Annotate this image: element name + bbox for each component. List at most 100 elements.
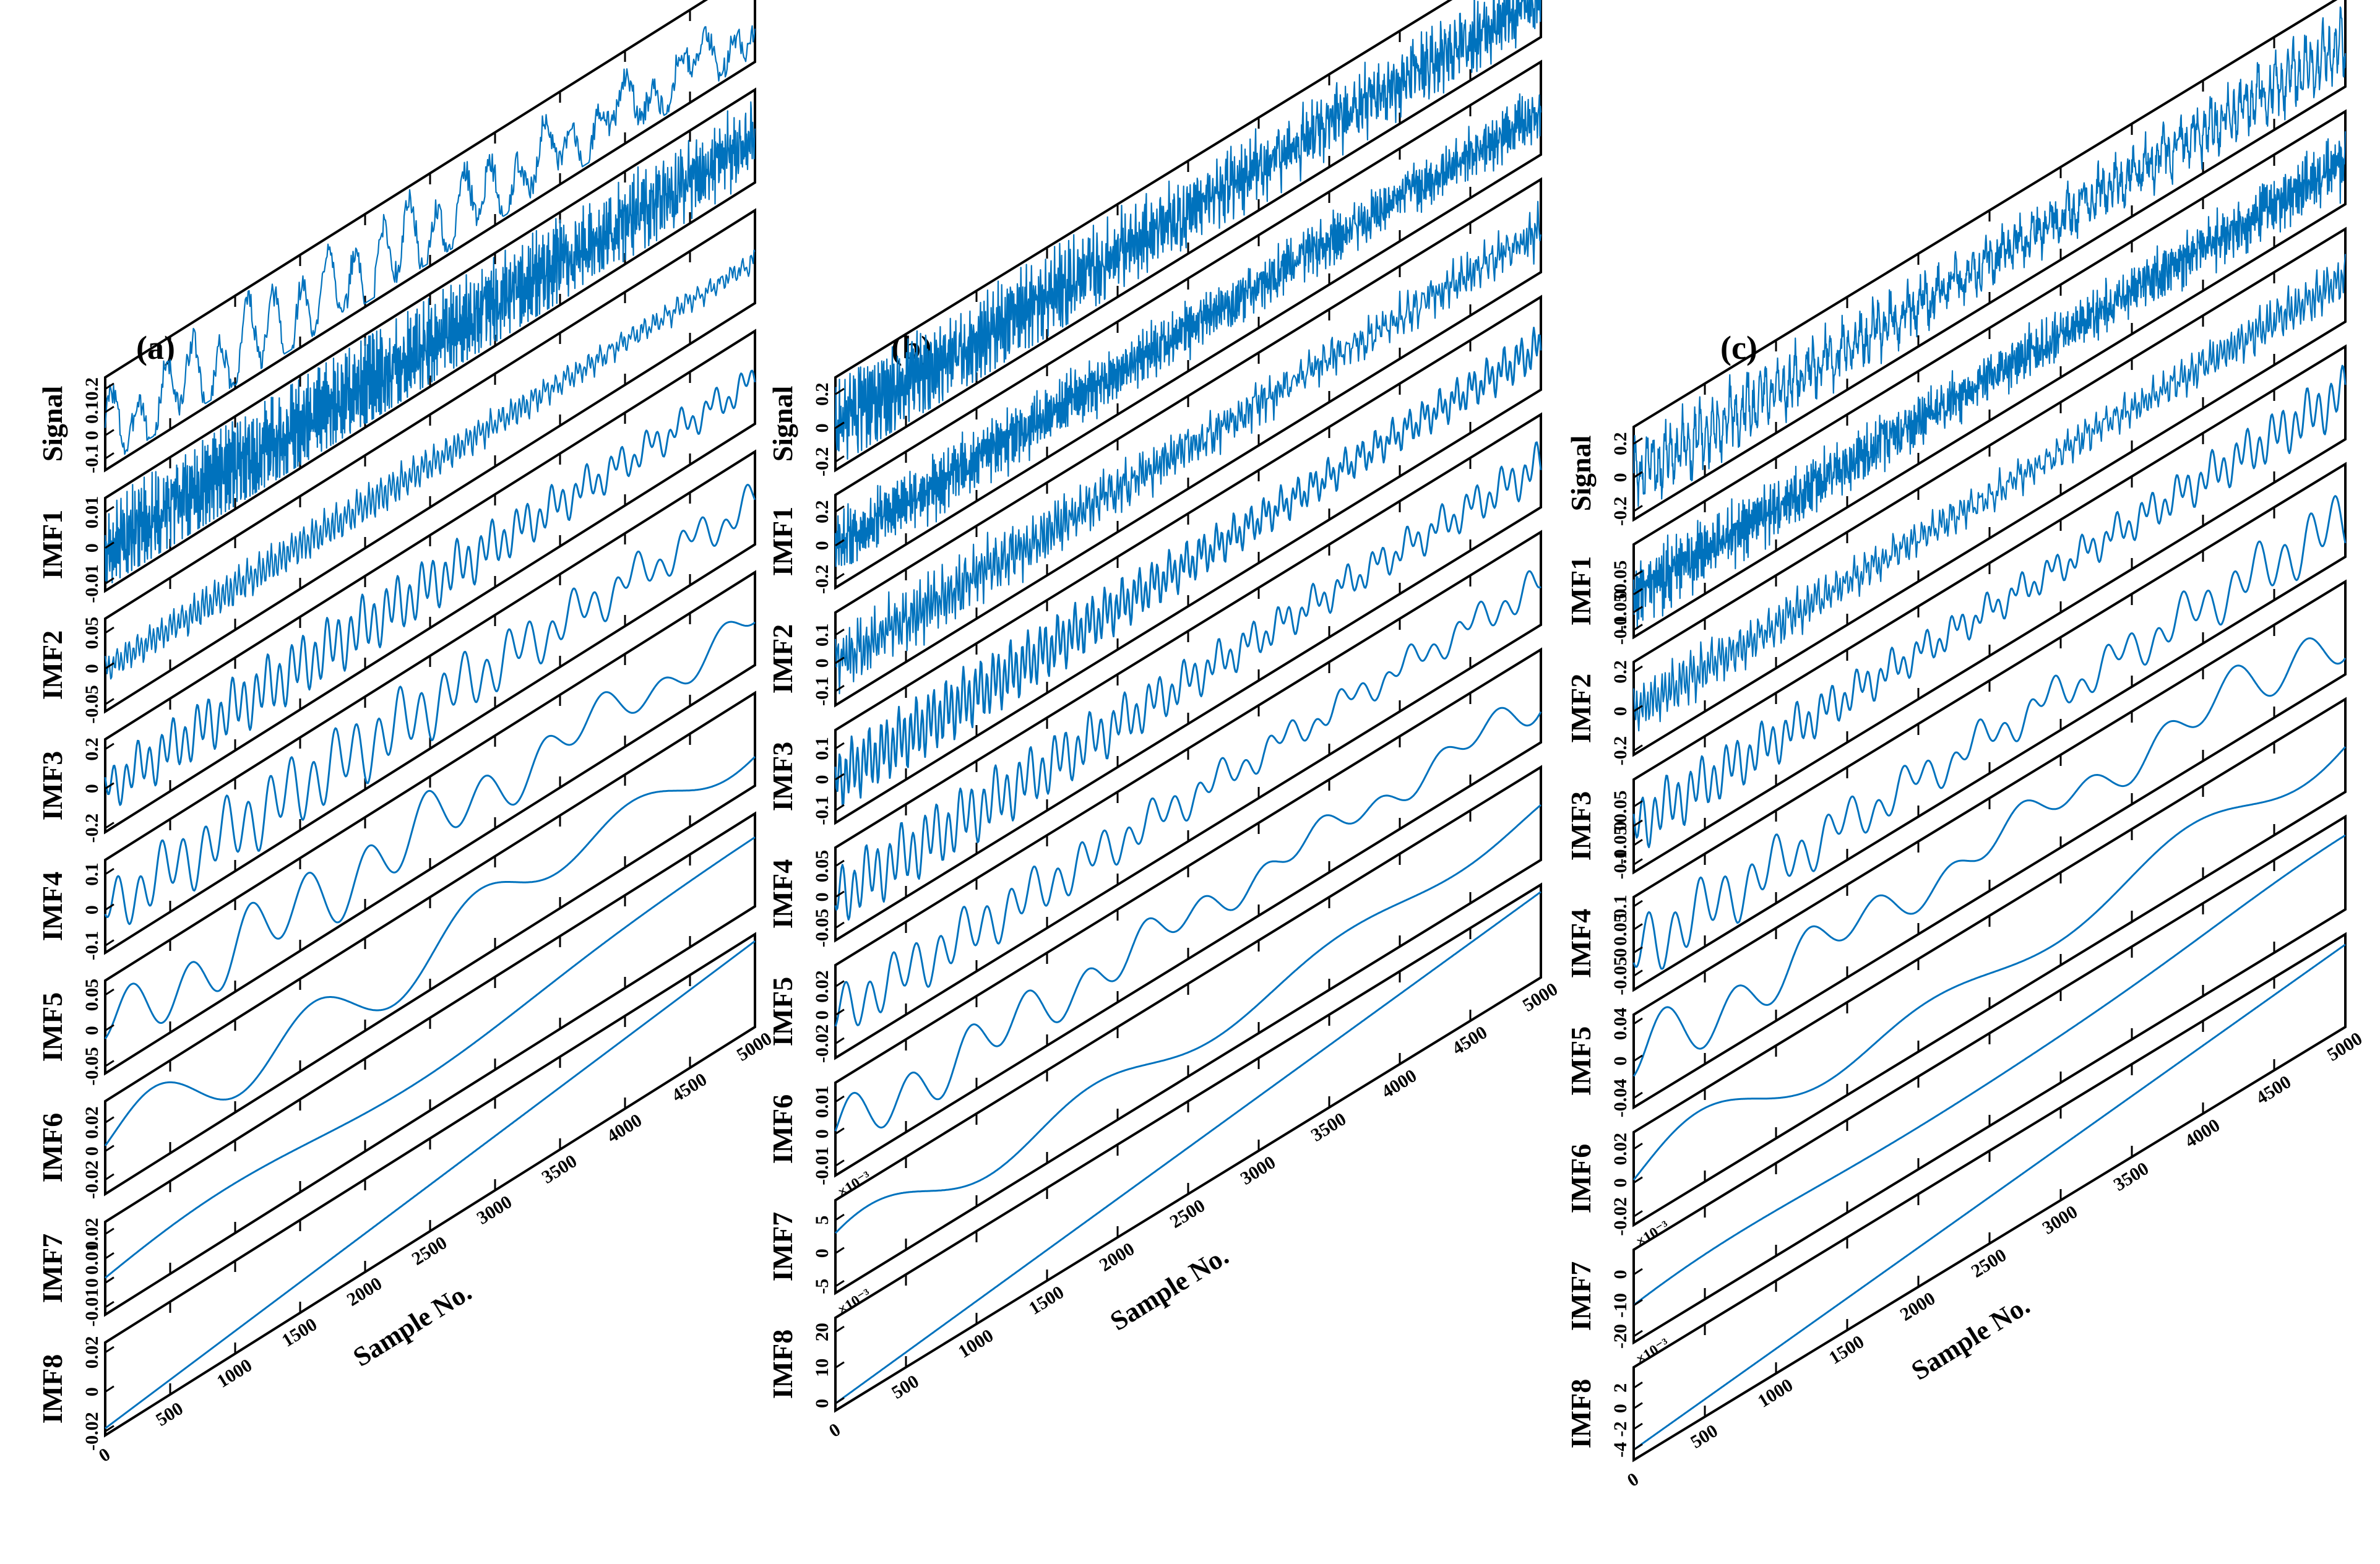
row-label-imf7: IMF7 [767,1212,798,1281]
y-tick [1633,923,1643,930]
y-tick-label: 20 [812,1323,832,1341]
y-tick-label: -0.2 [812,565,832,595]
y-tick [835,804,845,812]
y-tick [105,1060,114,1067]
imf-row-signal: 0.20.1 0 -0.1 Signal [37,0,756,473]
x-tick-label: 2500 [1968,1245,2010,1282]
y-tick [1633,1017,1643,1025]
row-label-imf2: IMF2 [1565,674,1597,743]
series-line-imf3 [104,369,756,806]
y-tick-label: 0.2 [1610,432,1631,456]
imf-row-imf5: 0.02 0 -0.02 IMF5 [767,530,1542,1063]
y-tick [105,1425,114,1432]
imf-row-imf3: 0.1 0 -0.1 IMF3 [767,294,1542,825]
y-tick-label: 0 [1610,473,1631,482]
y-tick [835,421,845,429]
y-tick [105,782,114,790]
y-tick [1633,1091,1643,1099]
y-tick-label: 0 [82,1387,102,1396]
series-line-imf7 [1633,834,2346,1306]
row-label-imf7: IMF7 [37,1234,68,1303]
x-tick-label: 0 [95,1444,114,1466]
y-tick [1633,705,1643,713]
imf-row-imf5: 0.05 0 -0.05 IMF5 [37,570,756,1086]
y-tick-label: 0.2 [1610,660,1631,684]
y-tick [1633,900,1643,908]
y-tick-label: 0.1 [812,737,832,760]
x-tick-label: 0 [826,1419,844,1442]
row-label-signal: Signal [1565,436,1597,512]
y-tick [1633,1054,1643,1062]
row-label-imf2: IMF2 [767,624,798,694]
y-tick [1633,858,1643,866]
y-tick [105,405,114,413]
imf-row-signal: 0.2 0 -0.2 Signal [1565,0,2347,526]
y-tick-label: 0 [82,1278,102,1287]
x-tick-label: 4500 [668,1069,710,1106]
series-line-imf8 [105,940,756,1430]
imf-row-imf6: 0.01 0 -0.01 IMF6 [767,647,1542,1185]
x-tick-label: 3000 [2039,1201,2081,1239]
series-line-imf4 [834,441,1542,921]
row-label-imf1: IMF1 [1565,556,1597,625]
y-tick-label: 0.02 [82,1336,102,1369]
y-tick-label: 0 [1610,1404,1631,1413]
series-line-imf7 [834,804,1541,1234]
y-tick-label: 0 [1610,1178,1631,1187]
row-label-imf8: IMF8 [767,1330,798,1399]
y-tick-label: 5 [812,1216,832,1225]
y-tick-label: -0.1 [812,677,832,707]
y-tick-label: -0.2 [1610,736,1631,766]
y-tick [835,1361,845,1369]
x-tick-label: 3500 [1308,1109,1350,1146]
x-tick-label: 2000 [1096,1239,1138,1276]
y-tick-label: 0.02 [82,1218,102,1250]
x-tick-label: 2500 [1166,1195,1209,1232]
y-tick-label: 0.1 [82,862,102,886]
imf-row-imf8: 0.02 0 -0.02 IMF8 [37,932,756,1451]
y-tick-label: 0 [812,658,832,668]
y-tick [105,903,114,911]
y-tick [105,1385,114,1393]
y-tick-label: 0 [812,1129,832,1138]
x-tick-label: 4000 [603,1110,645,1147]
x-tick-label: 5000 [1519,979,1561,1016]
x-tick-label: 4500 [1449,1022,1491,1059]
series-line-imf1 [834,93,1542,567]
y-tick [1633,588,1643,596]
y-tick [1633,946,1643,954]
y-tick [105,822,114,829]
series-line-imf2 [104,249,756,680]
y-tick [835,388,845,395]
y-tick [105,662,114,670]
panel-frame [1632,697,2347,1227]
row-label-imf1: IMF1 [37,510,68,579]
y-tick-label: -5 [812,1279,832,1294]
x-tick-label: 4500 [2253,1072,2295,1109]
y-tick [105,988,114,996]
y-tick [1633,1143,1643,1150]
y-tick-label: -0.1 [812,796,832,825]
x-tick-label: 3500 [538,1151,580,1188]
y-tick-label: 0.2 [812,383,832,406]
y-tick-label: 0 [82,1026,102,1035]
y-tick-label: -0.01 [82,564,102,603]
y-tick [835,1037,845,1045]
y-tick-label: 0 [82,664,102,673]
y-tick [105,1116,114,1124]
y-tick-label: 0.04 [1610,1008,1631,1041]
y-tick [1633,1381,1643,1389]
row-label-imf4: IMF4 [37,872,68,941]
y-tick-label: -0.1 [1610,850,1631,880]
y-tick-label: 0 [82,543,102,552]
series-line-signal [834,0,1541,460]
x-tick-label: 2000 [343,1273,386,1310]
y-tick-label: 0.01 [82,496,102,529]
series-line-imf6 [1632,746,2347,1181]
y-tick [1633,1210,1643,1218]
y-tick [835,505,845,513]
y-tick [1633,1402,1643,1409]
